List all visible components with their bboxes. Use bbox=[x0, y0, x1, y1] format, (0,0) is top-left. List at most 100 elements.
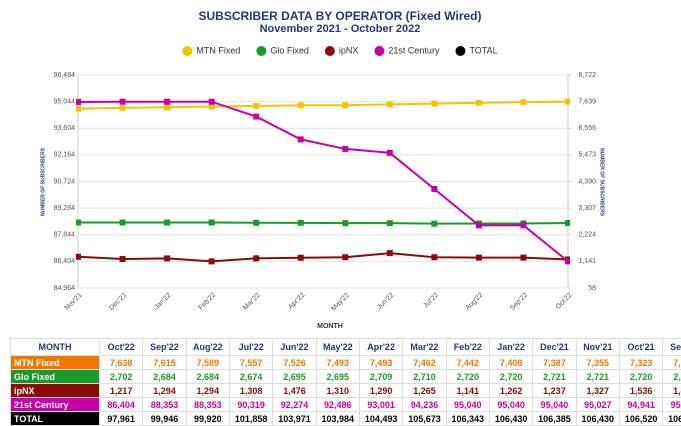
table-cell: 2,710 bbox=[402, 369, 447, 384]
point-marker bbox=[565, 45, 571, 51]
point-marker bbox=[119, 104, 126, 111]
y2-tick-label: 58 bbox=[588, 285, 596, 292]
header-cell: Jun'22 bbox=[272, 338, 317, 356]
header-cell: Oct'21 bbox=[618, 338, 664, 356]
point-marker bbox=[253, 102, 260, 109]
y2-tick-label: 1,141 bbox=[578, 258, 596, 265]
x-tick-label: Jul'22 bbox=[422, 292, 440, 310]
legend-label: ipNX bbox=[339, 45, 359, 55]
table-cell: 2,674 bbox=[228, 369, 274, 384]
table-cell: 101,858 bbox=[228, 411, 274, 426]
point-marker bbox=[475, 254, 482, 261]
legend-label: Glo Fixed bbox=[270, 45, 309, 55]
table-cell: 88,353 bbox=[185, 397, 230, 412]
data-table: MONTH Oct'22 Sep'22 Aug'22 Jul'22 Jun'22 May'2… bbox=[10, 338, 681, 426]
point-marker bbox=[386, 149, 393, 156]
legend-label: 21st Century bbox=[388, 45, 440, 55]
table-cell: 106,430 bbox=[575, 411, 620, 426]
point-marker bbox=[253, 113, 260, 120]
y-tick-label: 93,604 bbox=[54, 125, 76, 132]
row-label: MTN Fixed bbox=[10, 355, 100, 370]
point-marker bbox=[297, 254, 304, 261]
point-marker bbox=[475, 222, 482, 229]
y-tick-label: 95,044 bbox=[54, 98, 76, 105]
table-cell: 7,557 bbox=[228, 355, 274, 370]
x-tick-label: Oct'22 bbox=[555, 292, 574, 311]
y2-tick-label: 8,722 bbox=[578, 72, 596, 79]
table-cell: 2,702 bbox=[98, 369, 144, 384]
point-marker bbox=[386, 220, 393, 227]
legend-marker bbox=[324, 46, 335, 56]
header-cell: Jan'22 bbox=[488, 338, 534, 356]
point-marker bbox=[208, 98, 215, 105]
header-cell: MONTH bbox=[10, 338, 100, 356]
table-cell: 1,327 bbox=[575, 383, 620, 398]
chart: SUBSCRIBER DATA BY OPERATOR (Fixed Wired… bbox=[40, 8, 604, 330]
table-row: ipNX 1,217 1,294 1,294 1,308 1,476 1,310 1,290 1… bbox=[10, 383, 681, 398]
table-cell: 1,294 bbox=[142, 383, 187, 398]
point-marker bbox=[119, 256, 126, 263]
y2-tick-label: 4,390 bbox=[578, 178, 596, 185]
y2-tick-label: 5,473 bbox=[578, 152, 596, 159]
table-cell: 95,027 bbox=[575, 397, 620, 412]
table-cell: 1,265 bbox=[402, 383, 447, 398]
table-cell: 7,615 bbox=[142, 355, 187, 370]
point-marker bbox=[475, 99, 482, 106]
table-row: 21st Century 86,404 88,353 88,353 90,319 92,2… bbox=[10, 397, 681, 412]
y-axis-label: NUMBER OF SUBSCRIBERS bbox=[40, 147, 46, 216]
table-cell: 95,040 bbox=[445, 397, 490, 412]
point-marker bbox=[76, 219, 81, 226]
point-marker bbox=[164, 98, 171, 105]
header-cell: Sep'22 bbox=[142, 338, 187, 356]
series-line bbox=[77, 100, 569, 110]
point-marker bbox=[520, 222, 527, 229]
table-cell: 7,462 bbox=[402, 355, 447, 370]
row-label: 21st Century bbox=[10, 397, 100, 412]
table-cell: 7,408 bbox=[488, 355, 534, 370]
table-cell: 2,720 bbox=[618, 369, 664, 384]
table-cell: 90,319 bbox=[228, 397, 274, 412]
table-cell: 7,323 bbox=[618, 355, 664, 370]
point-marker bbox=[164, 255, 171, 262]
y-tick-label: 87,844 bbox=[54, 232, 76, 239]
series-line bbox=[77, 100, 569, 263]
header-cell: May'22 bbox=[315, 338, 360, 356]
table-cell: 1,294 bbox=[185, 383, 230, 398]
point-marker bbox=[520, 8, 526, 14]
x-tick-label: Aug'22 bbox=[464, 292, 484, 312]
table-cell: 104,493 bbox=[358, 411, 404, 426]
point-marker bbox=[565, 258, 570, 265]
table-cell: 93,001 bbox=[358, 397, 404, 412]
table-cell: 2,721 bbox=[532, 369, 577, 384]
legend: MTN Fixed Glo Fixed ipNX 21st Century TOTAL bbox=[182, 45, 498, 56]
point-marker bbox=[253, 219, 260, 226]
x-tick-label: Nov'21 bbox=[64, 292, 84, 312]
table-cell: 106,385 bbox=[532, 411, 577, 426]
table-cell: 1,217 bbox=[98, 383, 144, 398]
series-group bbox=[76, 8, 571, 265]
table-cell: 7,355 bbox=[575, 355, 620, 370]
table-cell: 106,520 bbox=[618, 411, 664, 426]
y-tick-label: 86,404 bbox=[54, 258, 76, 265]
point-marker bbox=[386, 101, 393, 108]
y-tick-label: 84,964 bbox=[54, 285, 76, 292]
row-label: TOTAL bbox=[10, 411, 100, 426]
table-cell: 7,442 bbox=[445, 355, 490, 370]
row-label: ipNX bbox=[10, 383, 100, 398]
point-marker bbox=[164, 104, 171, 111]
series-line bbox=[77, 252, 569, 263]
y2-tick-label: 6,556 bbox=[578, 125, 596, 132]
table-cell: 2,695 bbox=[272, 369, 317, 384]
table-header: MONTH Oct'22 Sep'22 Aug'22 Jul'22 Jun'22 May'2… bbox=[10, 338, 681, 356]
series-line bbox=[78, 221, 569, 225]
x-tick-label: May'22 bbox=[330, 292, 351, 313]
table-cell: 1,262 bbox=[488, 383, 534, 398]
table-cell: 97,961 bbox=[98, 411, 144, 426]
y-tick-label: 92,164 bbox=[54, 152, 76, 159]
y2-tick-label: 2,224 bbox=[578, 232, 596, 239]
table-cell: 2,711 bbox=[662, 369, 681, 384]
x-tick-label: Jan'22 bbox=[153, 292, 172, 311]
header-cell: Nov'21 bbox=[575, 338, 620, 356]
table-cell: 95,040 bbox=[488, 397, 534, 412]
